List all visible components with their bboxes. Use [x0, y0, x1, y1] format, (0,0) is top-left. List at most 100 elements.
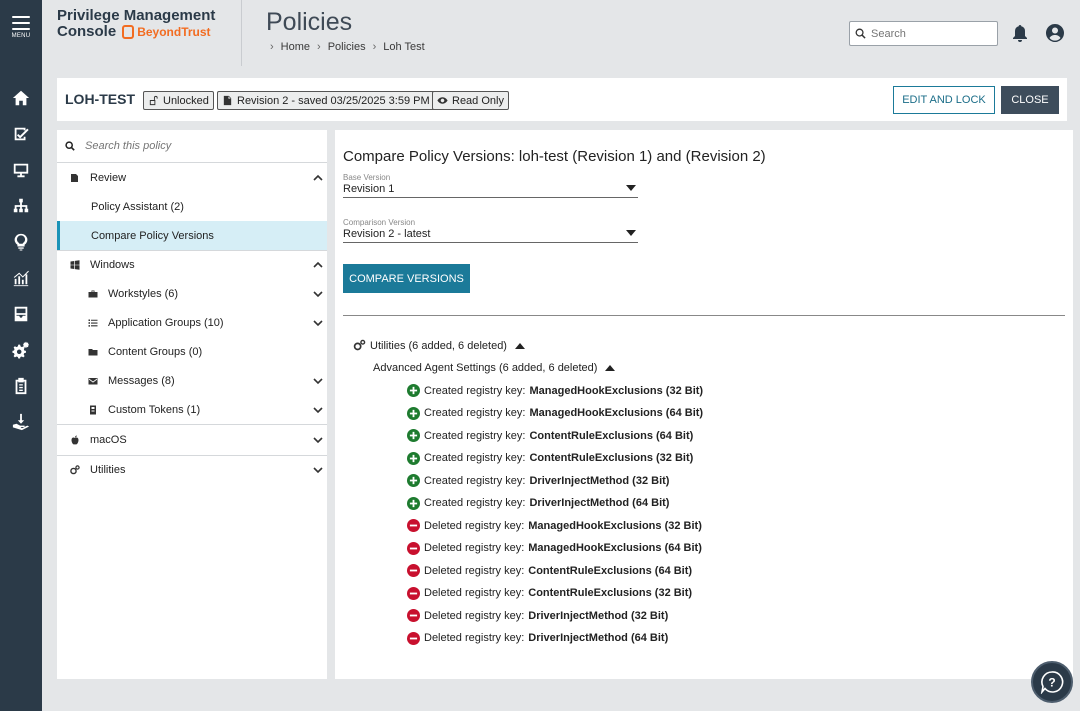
user-avatar-icon[interactable]	[1044, 22, 1066, 44]
minus-circle-icon	[407, 631, 420, 645]
global-search[interactable]	[849, 21, 998, 46]
policy-name: LOH-TEST	[65, 91, 135, 107]
utilities-group-title: Utilities (6 added, 6 deleted)	[370, 339, 507, 352]
tree-item-workstyles[interactable]: Workstyles (6)	[57, 279, 327, 308]
plus-circle-icon	[407, 451, 420, 465]
hierarchy-icon[interactable]	[9, 194, 33, 218]
minus-circle-icon	[407, 609, 420, 622]
list-icon	[88, 318, 98, 328]
policy-tree: Review Policy Assistant (2) Compare Poli…	[57, 130, 327, 679]
breadcrumb-current: Loh Test	[383, 41, 425, 53]
beyondtrust-logo: BeyondTrust	[122, 24, 211, 40]
minus-circle-icon	[407, 519, 420, 532]
registry-key-name: ManagedHookExclusions (64 Bit)	[529, 407, 704, 419]
change-description: Created registry key:	[424, 474, 526, 487]
tree-section-review[interactable]: Review	[57, 163, 327, 192]
menu-button[interactable]: MENU	[0, 16, 42, 39]
change-description: Deleted registry key:	[424, 542, 525, 554]
help-button[interactable]: ?	[1031, 661, 1073, 703]
tree-search-input[interactable]	[85, 140, 305, 152]
home-icon[interactable]	[9, 86, 33, 110]
change-description: Created registry key:	[424, 407, 526, 419]
revision-text: Revision 2 - saved 03/25/2025 3:59 PM	[237, 94, 430, 107]
brand-subtitle: Console	[57, 23, 117, 40]
search-input[interactable]	[871, 27, 989, 40]
breadcrumb-policies[interactable]: Policies	[327, 41, 366, 53]
change-description: Deleted registry key:	[424, 519, 525, 532]
chevron-down-icon[interactable]	[313, 405, 323, 415]
monitor-icon[interactable]	[9, 158, 33, 182]
logo-text: BeyondTrust	[137, 25, 211, 39]
read-only-text: Read Only	[452, 94, 504, 107]
lightbulb-icon[interactable]	[9, 230, 33, 254]
document-icon	[223, 95, 232, 106]
advanced-settings-title: Advanced Agent Settings (6 added, 6 dele…	[373, 362, 598, 374]
edit-and-lock-button[interactable]: EDIT AND LOCK	[893, 86, 995, 114]
page-title: Policies	[266, 8, 353, 36]
chevron-down-icon[interactable]	[313, 376, 323, 386]
minus-circle-icon	[407, 564, 420, 577]
compare-versions-button[interactable]: COMPARE VERSIONS	[343, 264, 470, 293]
tree-item-custom-tokens[interactable]: Custom Tokens (1)	[57, 395, 327, 424]
dropdown-arrow-icon	[626, 230, 636, 236]
registry-key-name: ManagedHookExclusions (32 Bit)	[528, 519, 702, 532]
tree-item-application-groups[interactable]: Application Groups (10)	[57, 308, 327, 337]
change-added-row: Created registry key: DriverInjectMethod …	[407, 474, 669, 487]
breadcrumb-home[interactable]: Home	[280, 41, 311, 53]
tree-label-utilities: Utilities	[90, 464, 126, 476]
change-added-row: Created registry key: DriverInjectMethod …	[407, 496, 670, 510]
settings-icon[interactable]	[9, 338, 33, 362]
breadcrumb-separator: ›	[317, 41, 321, 53]
change-added-row: Created registry key: ManagedHookExclusio…	[407, 406, 704, 420]
tree-label-macos: macOS	[90, 434, 127, 446]
registry-key-name: ManagedHookExclusions (64 Bit)	[528, 542, 702, 554]
registry-key-name: ContentRuleExclusions (32 Bit)	[529, 452, 694, 464]
tree-section-utilities[interactable]: Utilities	[57, 455, 327, 484]
deploy-icon[interactable]	[9, 410, 33, 434]
bell-icon[interactable]	[1009, 22, 1031, 44]
help-chat-icon: ?	[1040, 671, 1064, 694]
menu-label: MENU	[11, 33, 31, 39]
chevron-down-icon[interactable]	[313, 465, 323, 475]
checklist-icon[interactable]	[9, 122, 33, 146]
inbox-icon[interactable]	[9, 302, 33, 326]
advanced-settings-header[interactable]: Advanced Agent Settings (6 added, 6 dele…	[373, 362, 616, 374]
tree-item-policy-assistant[interactable]: Policy Assistant (2)	[57, 192, 327, 221]
chevron-down-icon[interactable]	[313, 318, 323, 328]
change-description: Deleted registry key:	[424, 564, 525, 577]
registry-key-name: DriverInjectMethod (64 Bit)	[528, 632, 669, 644]
tree-search[interactable]	[57, 130, 327, 163]
clipboard-icon[interactable]	[9, 374, 33, 398]
close-button[interactable]: CLOSE	[1001, 86, 1059, 114]
change-deleted-row: Deleted registry key: DriverInjectMethod …	[407, 631, 669, 645]
brand-title: Privilege Management	[57, 7, 216, 24]
registry-key-name: ContentRuleExclusions (64 Bit)	[528, 564, 693, 577]
minus-circle-icon	[407, 541, 420, 555]
change-deleted-row: Deleted registry key: ContentRuleExclusio…	[407, 586, 692, 600]
folder-icon	[88, 347, 98, 357]
tree-item-compare-versions[interactable]: Compare Policy Versions	[57, 221, 327, 250]
utilities-group-header[interactable]: Utilities (6 added, 6 deleted)	[353, 339, 525, 352]
chevron-down-icon[interactable]	[313, 289, 323, 299]
chevron-down-icon[interactable]	[313, 435, 323, 445]
collapse-arrow-icon[interactable]	[605, 365, 616, 371]
base-version-select[interactable]: Base Version Revision 1	[343, 173, 638, 198]
envelope-icon	[88, 376, 98, 386]
registry-key-name: ContentRuleExclusions (64 Bit)	[529, 429, 694, 442]
chevron-up-icon[interactable]	[313, 260, 323, 270]
collapse-arrow-icon[interactable]	[514, 342, 525, 349]
tree-item-messages[interactable]: Messages (8)	[57, 366, 327, 395]
change-description: Deleted registry key:	[424, 609, 525, 622]
plus-circle-icon	[407, 474, 420, 487]
tree-item-content-groups[interactable]: Content Groups (0)	[57, 337, 327, 366]
chevron-up-icon[interactable]	[313, 173, 323, 183]
tree-section-macos[interactable]: macOS	[57, 424, 327, 455]
tree-section-windows[interactable]: Windows	[57, 250, 327, 279]
registry-key-name: DriverInjectMethod (64 Bit)	[529, 497, 670, 509]
analytics-icon[interactable]	[9, 266, 33, 290]
compare-panel: Compare Policy Versions: loh-test (Revis…	[335, 130, 1073, 679]
comparison-version-select[interactable]: Comparison Version Revision 2 - latest	[343, 218, 638, 243]
revision-badge: Revision 2 - saved 03/25/2025 3:59 PM	[217, 91, 435, 110]
change-deleted-row: Deleted registry key: ContentRuleExclusio…	[407, 564, 692, 577]
token-icon	[88, 405, 98, 415]
